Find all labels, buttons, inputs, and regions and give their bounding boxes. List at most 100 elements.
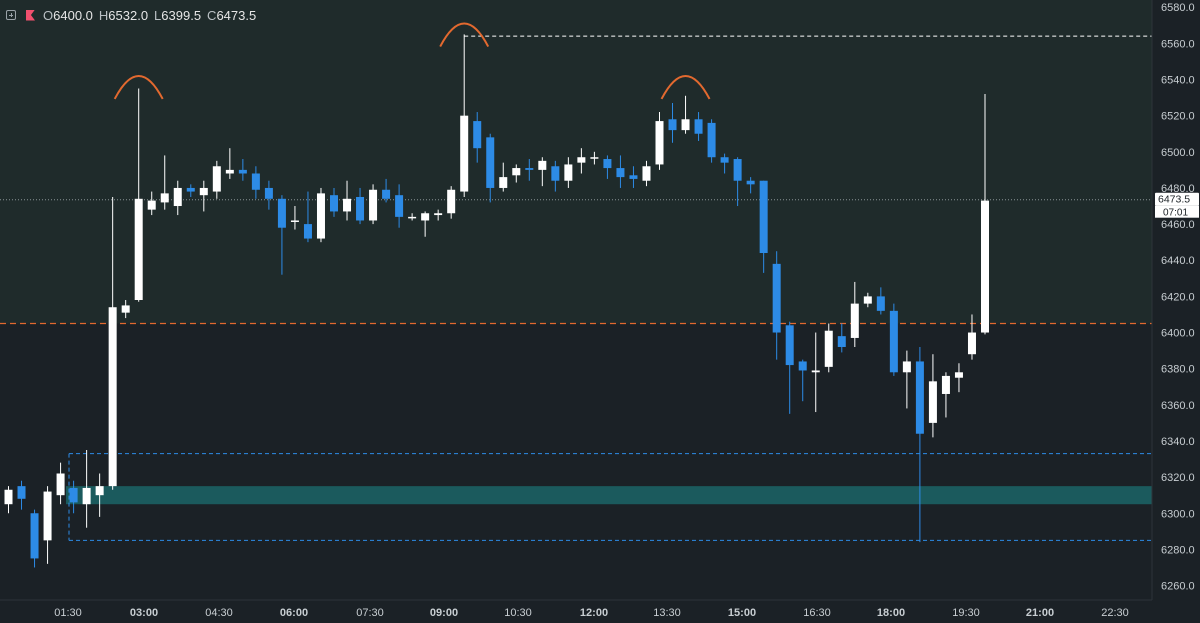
candle-body <box>277 198 286 228</box>
candle[interactable] <box>460 34 469 197</box>
candle-body <box>264 187 273 199</box>
candle-body <box>316 193 325 239</box>
candle[interactable] <box>694 112 703 141</box>
candle[interactable] <box>303 191 312 243</box>
candle[interactable] <box>668 103 677 143</box>
candle[interactable] <box>902 350 911 409</box>
candle[interactable] <box>603 155 612 179</box>
candle[interactable] <box>56 462 65 505</box>
candle[interactable] <box>4 486 13 514</box>
candle[interactable] <box>772 251 781 360</box>
candle[interactable] <box>69 480 78 514</box>
candle[interactable] <box>356 187 365 225</box>
candle[interactable] <box>434 209 443 221</box>
candle-body <box>199 187 208 196</box>
candle-body <box>95 486 104 496</box>
candle[interactable] <box>538 157 547 187</box>
candle[interactable] <box>225 148 234 179</box>
price-tick-label: 6520.0 <box>1161 111 1195 123</box>
candle[interactable] <box>290 206 299 230</box>
candle[interactable] <box>967 314 976 360</box>
open-value: O6400.0 <box>43 7 93 23</box>
candle[interactable] <box>121 300 130 319</box>
candle[interactable] <box>954 363 963 393</box>
price-tick-label: 6560.0 <box>1161 38 1195 50</box>
candle-body <box>4 489 13 505</box>
price-tick-label: 6480.0 <box>1161 183 1195 195</box>
candle[interactable] <box>382 178 391 203</box>
candle[interactable] <box>17 480 26 510</box>
candle[interactable] <box>811 332 820 413</box>
candle[interactable] <box>941 372 950 418</box>
candle-body <box>147 200 156 210</box>
candle-body <box>564 164 573 181</box>
candle[interactable] <box>512 164 521 183</box>
candle[interactable] <box>330 187 338 217</box>
candle[interactable] <box>655 112 664 170</box>
candle-body <box>382 189 391 199</box>
candle[interactable] <box>928 354 937 438</box>
candle[interactable] <box>720 153 729 174</box>
time-tick-label: 04:30 <box>205 607 233 619</box>
candle[interactable] <box>981 93 989 335</box>
candle[interactable] <box>199 180 208 212</box>
candle[interactable] <box>889 303 898 376</box>
candle[interactable] <box>837 323 846 353</box>
candle[interactable] <box>681 95 690 134</box>
candle[interactable] <box>785 321 794 414</box>
candle[interactable] <box>30 509 39 568</box>
candle[interactable] <box>421 211 430 237</box>
candle[interactable] <box>408 213 417 221</box>
candle[interactable] <box>212 160 221 199</box>
candle[interactable] <box>43 486 52 564</box>
candle[interactable] <box>616 155 625 188</box>
candle[interactable] <box>629 166 638 188</box>
candle[interactable] <box>147 191 156 216</box>
candle[interactable] <box>850 281 859 347</box>
candle[interactable] <box>108 196 117 490</box>
candle[interactable] <box>863 292 872 308</box>
candle[interactable] <box>551 160 560 192</box>
candle[interactable] <box>707 119 716 163</box>
time-tick-label: 18:00 <box>877 607 905 619</box>
candle-body <box>134 198 143 300</box>
candle[interactable] <box>499 162 508 192</box>
price-tick-label: 6380.0 <box>1161 364 1195 376</box>
candle-body <box>915 361 924 434</box>
candle[interactable] <box>876 287 885 315</box>
candle[interactable] <box>82 450 91 528</box>
candle[interactable] <box>824 323 833 373</box>
candle[interactable] <box>746 177 755 194</box>
candle[interactable] <box>343 180 352 221</box>
candle[interactable] <box>186 184 195 197</box>
candle[interactable] <box>525 159 534 181</box>
candle[interactable] <box>733 157 742 207</box>
candle[interactable] <box>473 112 482 163</box>
candle[interactable] <box>238 159 247 181</box>
candle[interactable] <box>316 187 325 243</box>
candle[interactable] <box>251 166 260 199</box>
candle[interactable] <box>160 155 169 210</box>
candle-body <box>902 361 911 373</box>
candle[interactable] <box>642 160 651 187</box>
expand-icon[interactable] <box>6 10 16 20</box>
candle[interactable] <box>447 186 456 219</box>
candle-body <box>681 119 690 131</box>
close-value: C6473.5 <box>207 7 257 23</box>
candle[interactable] <box>577 148 586 174</box>
candle[interactable] <box>95 473 104 517</box>
candle[interactable] <box>759 180 768 273</box>
candle[interactable] <box>395 184 404 228</box>
candle-body <box>642 166 651 181</box>
candle[interactable] <box>486 133 495 203</box>
candle[interactable] <box>915 346 924 543</box>
candle[interactable] <box>564 157 573 188</box>
candle[interactable] <box>134 88 143 302</box>
candle[interactable] <box>798 359 807 402</box>
candle[interactable] <box>264 180 273 210</box>
candle[interactable] <box>369 184 378 225</box>
candle[interactable] <box>277 195 286 275</box>
candle[interactable] <box>173 180 182 216</box>
candle[interactable] <box>590 151 599 165</box>
